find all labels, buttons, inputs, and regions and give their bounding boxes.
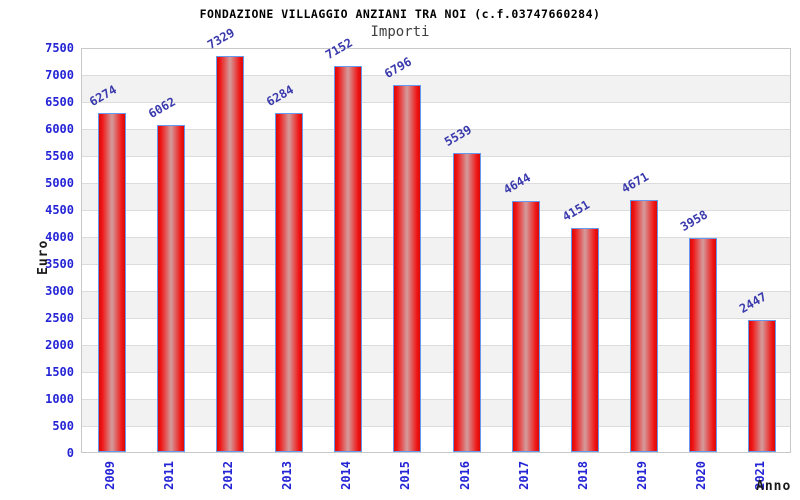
bar-2015 xyxy=(393,85,422,452)
x-axis-tick-label: 2015 xyxy=(398,461,413,490)
bar-value-label: 4644 xyxy=(500,170,533,198)
x-axis-tick-label: 2017 xyxy=(516,461,531,490)
bar-2019 xyxy=(630,199,659,452)
y-axis-tick-label: 6000 xyxy=(45,122,74,136)
bar-2016 xyxy=(452,152,481,452)
bar-2014 xyxy=(334,65,363,452)
y-axis-tick-label: 0 xyxy=(66,446,74,460)
chart-title: FONDAZIONE VILLAGGIO ANZIANI TRA NOI (c.… xyxy=(199,7,601,21)
x-axis-tick-label: 2016 xyxy=(457,461,472,490)
chart-subtitle: Importi xyxy=(370,24,430,40)
bar-value-label: 5539 xyxy=(441,122,474,149)
bar-value-label: 3958 xyxy=(678,207,711,235)
y-axis-tick-label: 4000 xyxy=(45,230,74,244)
bar-2013 xyxy=(275,112,304,452)
bar-value-label: 6284 xyxy=(264,82,297,109)
y-axis-title: Euro xyxy=(36,239,51,275)
y-axis-tick-label: 1000 xyxy=(45,392,74,406)
y-axis-tick-label: 5500 xyxy=(45,149,74,163)
bar-2021 xyxy=(748,319,777,452)
bar-value-label: 4671 xyxy=(619,169,652,196)
y-axis-tick-label: 4500 xyxy=(45,203,74,217)
bar-2012 xyxy=(215,56,244,452)
y-axis-tick-label: 3500 xyxy=(45,257,74,271)
bar-value-label: 6062 xyxy=(145,94,178,121)
plot-area: 6274 6062 7329 6284 7152 6796 5539 4644 4151 4671… xyxy=(81,26,791,453)
bar-2009 xyxy=(97,113,126,452)
y-axis-tick-label: 7500 xyxy=(45,41,74,55)
bar-value-label: 6274 xyxy=(86,82,119,110)
y-axis-tick-label: 500 xyxy=(52,419,74,433)
x-axis-tick-label: 2009 xyxy=(102,461,117,490)
bar-value-label: 2447 xyxy=(737,289,770,316)
y-axis-tick-label: 2000 xyxy=(45,338,74,352)
y-axis-tick-label: 7000 xyxy=(45,68,74,82)
x-axis-tick-label: 2011 xyxy=(161,461,176,490)
y-axis-tick-label: 5000 xyxy=(45,176,74,190)
y-axis-tick-label: 1500 xyxy=(45,365,74,379)
x-axis-tick-label: 2018 xyxy=(575,461,590,490)
y-axis-tick-label: 3000 xyxy=(45,284,74,298)
bar-2018 xyxy=(570,227,599,452)
x-axis-tick-label: 2019 xyxy=(635,461,650,490)
x-axis-title: Anno xyxy=(756,479,792,494)
x-axis-tick-label: 2013 xyxy=(280,461,295,490)
y-axis-tick-label: 2500 xyxy=(45,311,74,325)
bar-2011 xyxy=(156,124,185,452)
bar-2017 xyxy=(511,201,540,452)
x-axis-tick-label: 2014 xyxy=(339,461,354,490)
x-axis-tick-label: 2012 xyxy=(220,461,235,490)
y-axis-tick-label: 6500 xyxy=(45,95,74,109)
bar-value-label: 6796 xyxy=(382,54,415,82)
bar-value-label: 4151 xyxy=(559,197,592,224)
x-axis-tick-label: 2020 xyxy=(694,461,709,490)
bar-2020 xyxy=(689,238,718,452)
